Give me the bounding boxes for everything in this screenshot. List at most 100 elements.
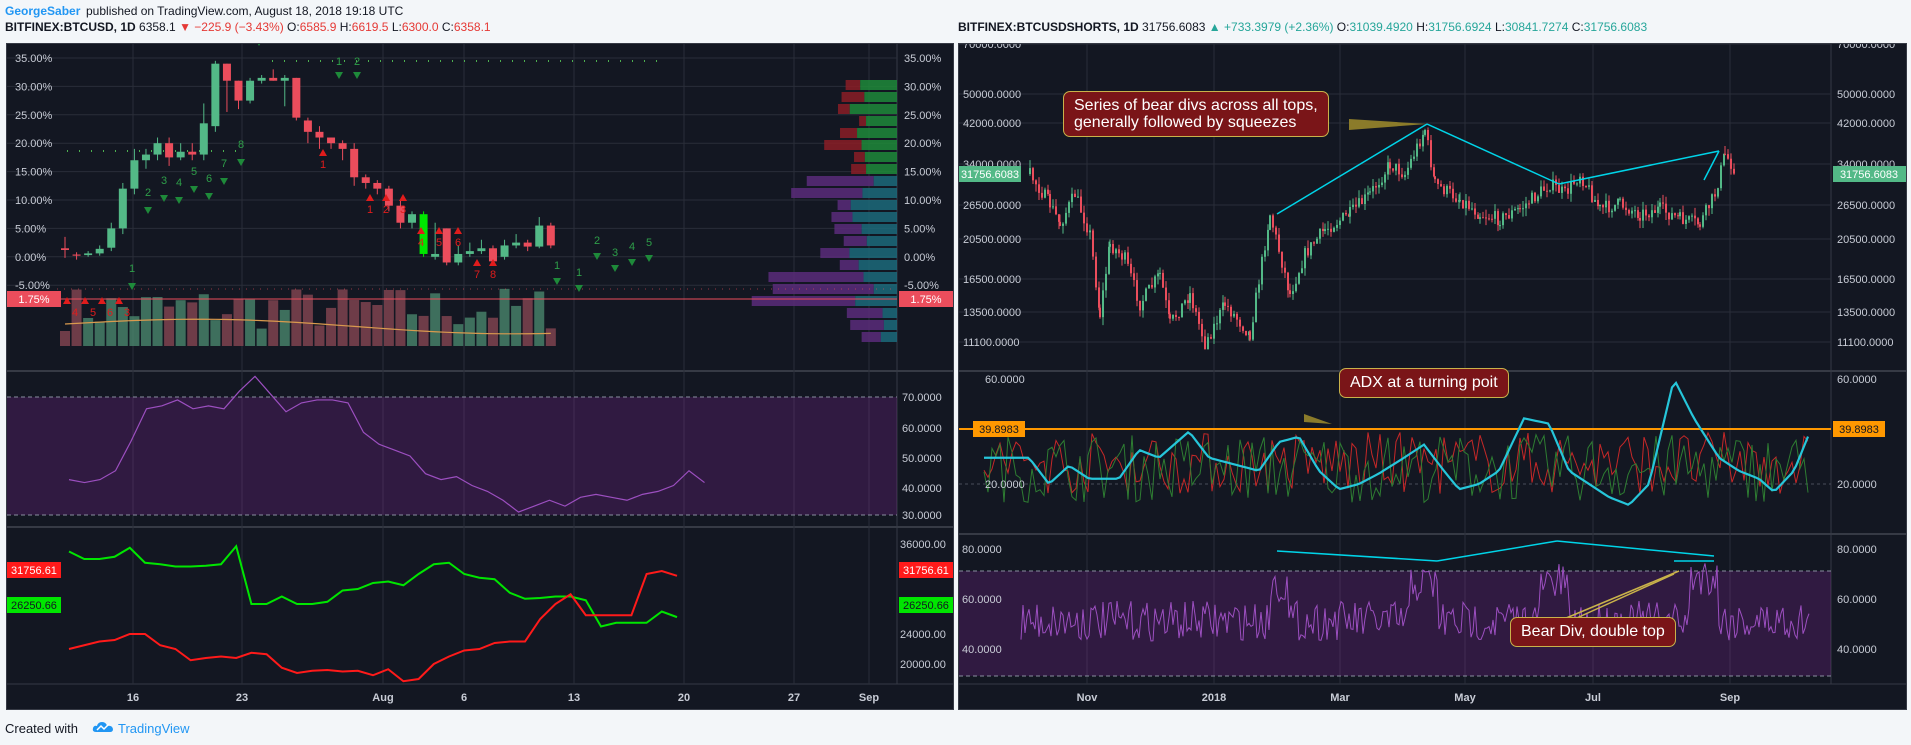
candle — [165, 143, 174, 158]
volume-profile-bar — [768, 272, 864, 282]
candle — [1102, 290, 1104, 318]
candle — [1588, 185, 1590, 187]
candle — [350, 148, 359, 178]
adx-axis: 60.0000 — [1837, 374, 1877, 386]
candle — [1717, 188, 1719, 197]
right-time-axis: Nov — [1077, 692, 1099, 704]
td-marker-icon — [366, 194, 374, 201]
candle — [1159, 272, 1161, 274]
volume-bar — [326, 307, 337, 346]
candle — [361, 177, 370, 183]
candle — [1289, 290, 1291, 295]
candle — [1639, 217, 1641, 221]
candle — [1468, 200, 1470, 209]
volume-profile-bar — [837, 200, 851, 210]
candle — [1145, 288, 1147, 301]
candle — [465, 251, 474, 254]
annotation-bear-divs[interactable]: Series of bear divs across all tops, gen… — [1063, 91, 1329, 137]
candle — [1434, 176, 1436, 180]
candle — [1410, 158, 1412, 168]
candle — [1352, 204, 1354, 208]
candle — [107, 228, 116, 248]
annotation-bear-div-double[interactable]: Bear Div, double top — [1510, 617, 1676, 647]
candle — [1369, 191, 1371, 193]
annotation-adx[interactable]: ADX at a turning poit — [1339, 368, 1509, 398]
candle — [72, 254, 81, 256]
left-price-axis-right: 5.00% — [904, 223, 935, 235]
candle — [1222, 302, 1224, 310]
candle — [1242, 326, 1244, 331]
svg-text:31756.61: 31756.61 — [11, 565, 57, 577]
candle — [1204, 336, 1206, 350]
author-link[interactable]: GeorgeSaber — [5, 4, 81, 18]
td-count: 1 — [554, 260, 560, 272]
td-marker-icon — [175, 197, 183, 204]
right-symbol[interactable]: BITFINEX:BTCUSDSHORTS, 1D — [958, 20, 1139, 34]
right-price-axis-right: 16500.0000 — [1837, 274, 1895, 286]
adx-axis: 20.0000 — [1837, 479, 1877, 491]
candle — [1567, 188, 1569, 194]
candle — [1477, 214, 1479, 219]
left-rsi-axis: 30.0000 — [902, 510, 942, 522]
td-marker-icon — [81, 297, 89, 304]
left-rsi-axis: 40.0000 — [902, 483, 942, 495]
candle — [1597, 199, 1599, 207]
volume-bar — [534, 291, 545, 346]
candle — [130, 160, 139, 189]
published-text: published on TradingView.com, August 18,… — [86, 4, 404, 18]
volume-bar — [140, 297, 151, 346]
candle — [1416, 143, 1418, 157]
candle — [84, 253, 93, 256]
candle — [1549, 190, 1551, 192]
candle — [1272, 215, 1274, 228]
candle — [1319, 228, 1321, 239]
left-dmi-axis: 24000.00 — [900, 629, 946, 641]
candle — [1688, 216, 1690, 220]
candle — [1714, 194, 1716, 197]
up-arrow-icon: ▲ — [1208, 20, 1221, 34]
right-price-axis-right: 20500.0000 — [1837, 234, 1895, 246]
td-marker-icon — [144, 207, 152, 214]
candle — [1537, 196, 1539, 202]
right-chart-panel[interactable]: 70000.0000 70000.0000 50000.0000 50000.0000… — [958, 43, 1907, 710]
volume-profile-bar — [866, 164, 897, 174]
candle — [153, 143, 162, 155]
td-count: 3 — [400, 204, 406, 216]
candle — [1413, 156, 1415, 159]
candle — [1049, 194, 1051, 208]
candle — [1594, 199, 1596, 202]
right-time-axis: Mar — [1330, 692, 1350, 704]
candle — [1517, 208, 1519, 210]
volume-bar — [94, 321, 105, 346]
right-price-axis-left: 42000.0000 — [963, 118, 1021, 130]
tradingview-link[interactable]: TradingView — [118, 721, 190, 736]
candle — [1514, 208, 1516, 211]
volume-bar — [545, 328, 556, 346]
candle — [1249, 331, 1251, 340]
volume-profile-bar — [846, 308, 883, 318]
candle — [1316, 238, 1318, 244]
left-price-axis-left: 20.00% — [15, 138, 53, 150]
candle — [1245, 330, 1247, 336]
left-price-axis-right: 25.00% — [904, 110, 942, 122]
candle — [1044, 189, 1046, 198]
candle — [1124, 252, 1126, 260]
right-price: 31756.6083 — [1142, 20, 1206, 34]
left-symbol[interactable]: BITFINEX:BTCUSD, 1D — [5, 20, 136, 34]
volume-bar — [349, 300, 360, 346]
candle — [1130, 263, 1132, 274]
candle — [1540, 186, 1542, 197]
td-count: 2 — [354, 56, 360, 68]
left-close: 6358.1 — [453, 20, 491, 34]
left-rsi-axis: 70.0000 — [902, 392, 942, 404]
candle — [1175, 314, 1177, 318]
td-marker-icon — [399, 194, 407, 201]
candle — [1077, 196, 1079, 198]
left-price-badge: 1.75% — [18, 294, 49, 306]
candle — [1462, 200, 1464, 209]
candle — [1401, 174, 1403, 178]
candle — [1628, 210, 1630, 214]
volume-bar — [314, 325, 325, 346]
